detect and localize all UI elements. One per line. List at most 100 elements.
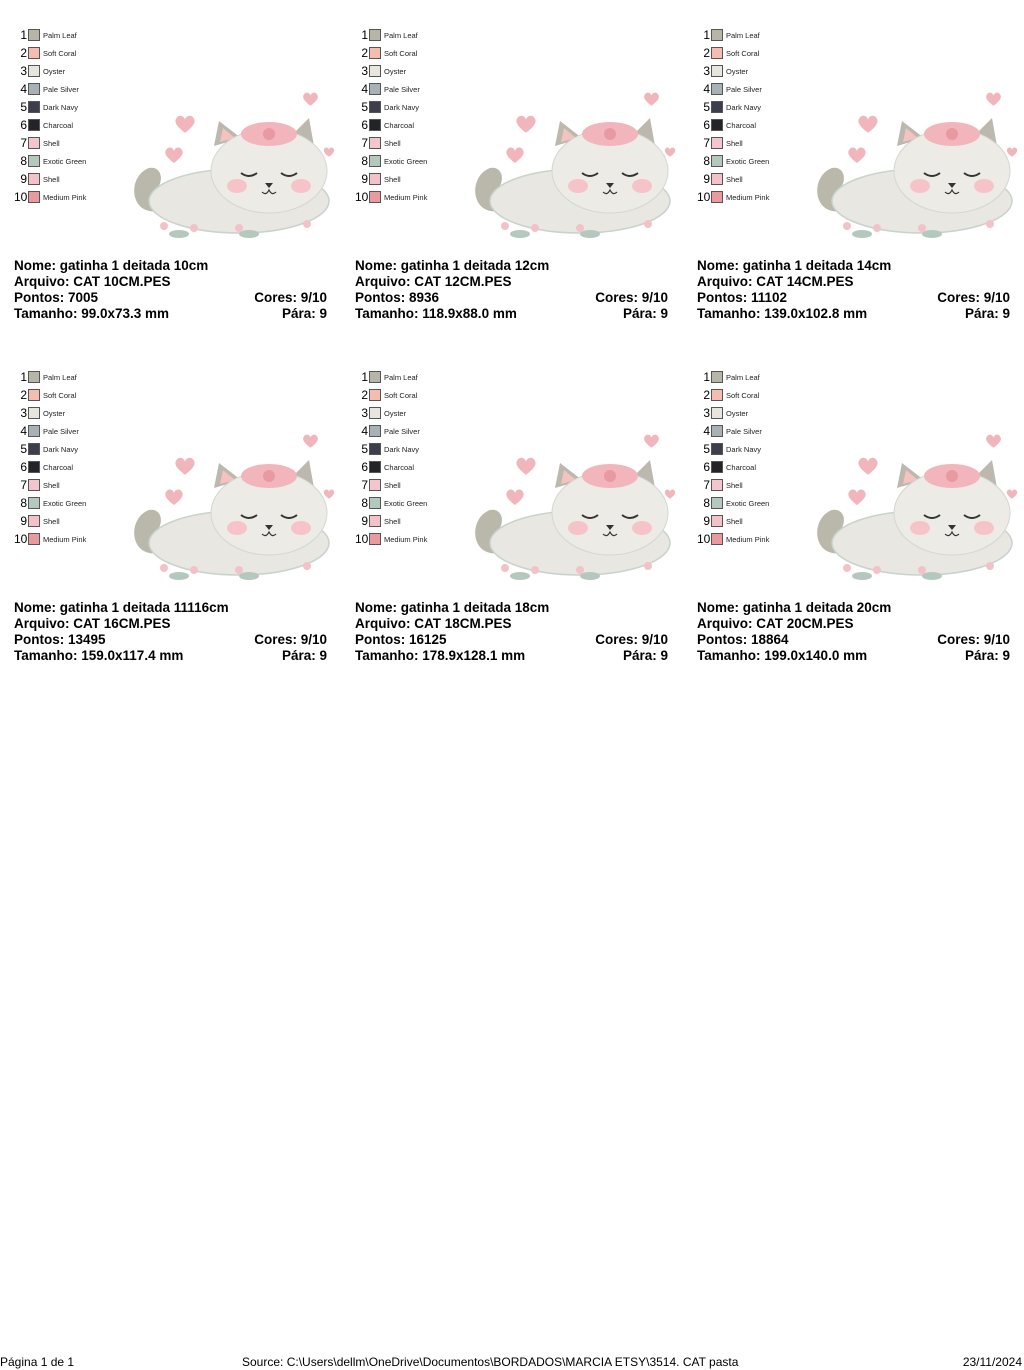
thread-name: Medium Pink (43, 192, 87, 202)
thread-swatch (369, 443, 381, 455)
thread-row: 3 Oyster (355, 404, 406, 422)
thread-name: Medium Pink (726, 534, 770, 544)
thread-number: 2 (361, 388, 368, 402)
thread-number: 9 (361, 514, 368, 528)
thread-row: 3 Oyster (697, 404, 748, 422)
info-name: Nome: gatinha 1 deitada 10cm (14, 258, 209, 273)
thread-number: 9 (703, 514, 710, 528)
thread-number: 6 (703, 118, 710, 132)
thread-number: 8 (20, 496, 27, 510)
thread-swatch (369, 191, 381, 203)
info-file: Arquivo: CAT 20CM.PES (697, 616, 854, 631)
thread-row: 1 Palm Leaf (355, 368, 417, 386)
thread-number: 6 (20, 118, 27, 132)
thread-number: 5 (20, 100, 27, 114)
thread-row: 5 Dark Navy (697, 440, 761, 458)
info-name: Nome: gatinha 1 deitada 11116cm (14, 600, 229, 615)
thread-name: Dark Navy (726, 444, 762, 454)
thread-row: 8 Exotic Green (355, 494, 427, 512)
info-line: Arquivo: CAT 12CM.PES (355, 274, 668, 290)
thread-row: 5 Dark Navy (355, 440, 419, 458)
thread-name: Oyster (384, 66, 407, 76)
thread-number: 2 (703, 46, 710, 60)
thread-name: Shell (726, 480, 743, 490)
thread-name: Shell (384, 138, 401, 148)
info-line: Nome: gatinha 1 deitada 11116cm (14, 600, 327, 616)
thread-name: Oyster (43, 408, 66, 418)
thread-row: 6 Charcoal (697, 116, 756, 134)
thread-number: 6 (703, 460, 710, 474)
thread-number: 1 (361, 28, 368, 42)
thread-name: Oyster (43, 66, 66, 76)
thread-swatch (28, 371, 40, 383)
info-size: Tamanho: 199.0x140.0 mm (697, 648, 868, 663)
thread-swatch (28, 119, 40, 131)
thread-number: 3 (20, 406, 27, 420)
thread-swatch (711, 83, 723, 95)
thread-number: 9 (361, 172, 368, 186)
info-name: Nome: gatinha 1 deitada 18cm (355, 600, 550, 615)
info-colors: Cores: 9/10 (254, 290, 327, 305)
thread-name: Charcoal (726, 462, 757, 472)
thread-number: 10 (355, 532, 369, 546)
design-preview (802, 76, 1024, 246)
thread-row: 6 Charcoal (14, 116, 73, 134)
thread-name: Oyster (384, 408, 407, 418)
thread-swatch (369, 47, 381, 59)
thread-row: 4 Pale Silver (697, 80, 762, 98)
thread-name: Pale Silver (43, 84, 79, 94)
thread-swatch (711, 443, 723, 455)
thread-name: Charcoal (43, 120, 74, 130)
thread-name: Medium Pink (43, 534, 87, 544)
thread-swatch (711, 371, 723, 383)
thread-name: Dark Navy (384, 102, 420, 112)
thread-swatch (369, 155, 381, 167)
thread-row: 7 Shell (14, 476, 59, 494)
thread-swatch (711, 461, 723, 473)
thread-name: Palm Leaf (726, 30, 760, 40)
thread-swatch (369, 479, 381, 491)
thread-name: Medium Pink (384, 534, 428, 544)
thread-name: Dark Navy (43, 102, 79, 112)
thread-row: 4 Pale Silver (355, 422, 420, 440)
thread-number: 10 (697, 190, 711, 204)
thread-number: 4 (703, 424, 710, 438)
thread-name: Exotic Green (384, 156, 428, 166)
thread-swatch (28, 479, 40, 491)
thread-name: Palm Leaf (43, 372, 77, 382)
info-stops: Pára: 9 (622, 648, 668, 663)
thread-number: 7 (361, 136, 368, 150)
info-size: Tamanho: 118.9x88.0 mm (355, 306, 517, 321)
thread-name: Shell (384, 174, 401, 184)
thread-row: 3 Oyster (14, 404, 65, 422)
thread-row: 8 Exotic Green (14, 152, 86, 170)
thread-row: 2 Soft Coral (697, 44, 759, 62)
thread-swatch (28, 497, 40, 509)
info-colors: Cores: 9/10 (595, 290, 668, 305)
thread-swatch (711, 173, 723, 185)
thread-swatch (28, 407, 40, 419)
thread-number: 1 (20, 28, 27, 42)
design-card: 1 Palm Leaf 2 Soft Coral 3 Oyster 4 Pale Silver… (355, 368, 668, 668)
thread-number: 1 (703, 28, 710, 42)
thread-swatch (28, 155, 40, 167)
thread-swatch (711, 47, 723, 59)
thread-number: 2 (20, 46, 27, 60)
info-stops: Pára: 9 (281, 306, 327, 321)
thread-row: 4 Pale Silver (697, 422, 762, 440)
thread-number: 6 (361, 460, 368, 474)
info-colors: Cores: 9/10 (595, 632, 668, 647)
thread-name: Oyster (726, 66, 749, 76)
thread-row: 8 Exotic Green (697, 494, 769, 512)
thread-number: 10 (355, 190, 369, 204)
thread-number: 7 (703, 478, 710, 492)
thread-swatch (369, 119, 381, 131)
thread-number: 2 (703, 388, 710, 402)
thread-swatch (711, 29, 723, 41)
thread-row: 5 Dark Navy (697, 98, 761, 116)
info-name: Nome: gatinha 1 deitada 12cm (355, 258, 550, 273)
design-card: 1 Palm Leaf 2 Soft Coral 3 Oyster 4 Pale Silver… (14, 368, 327, 668)
thread-swatch (369, 461, 381, 473)
thread-name: Charcoal (726, 120, 757, 130)
info-line: Arquivo: CAT 16CM.PES (14, 616, 327, 632)
